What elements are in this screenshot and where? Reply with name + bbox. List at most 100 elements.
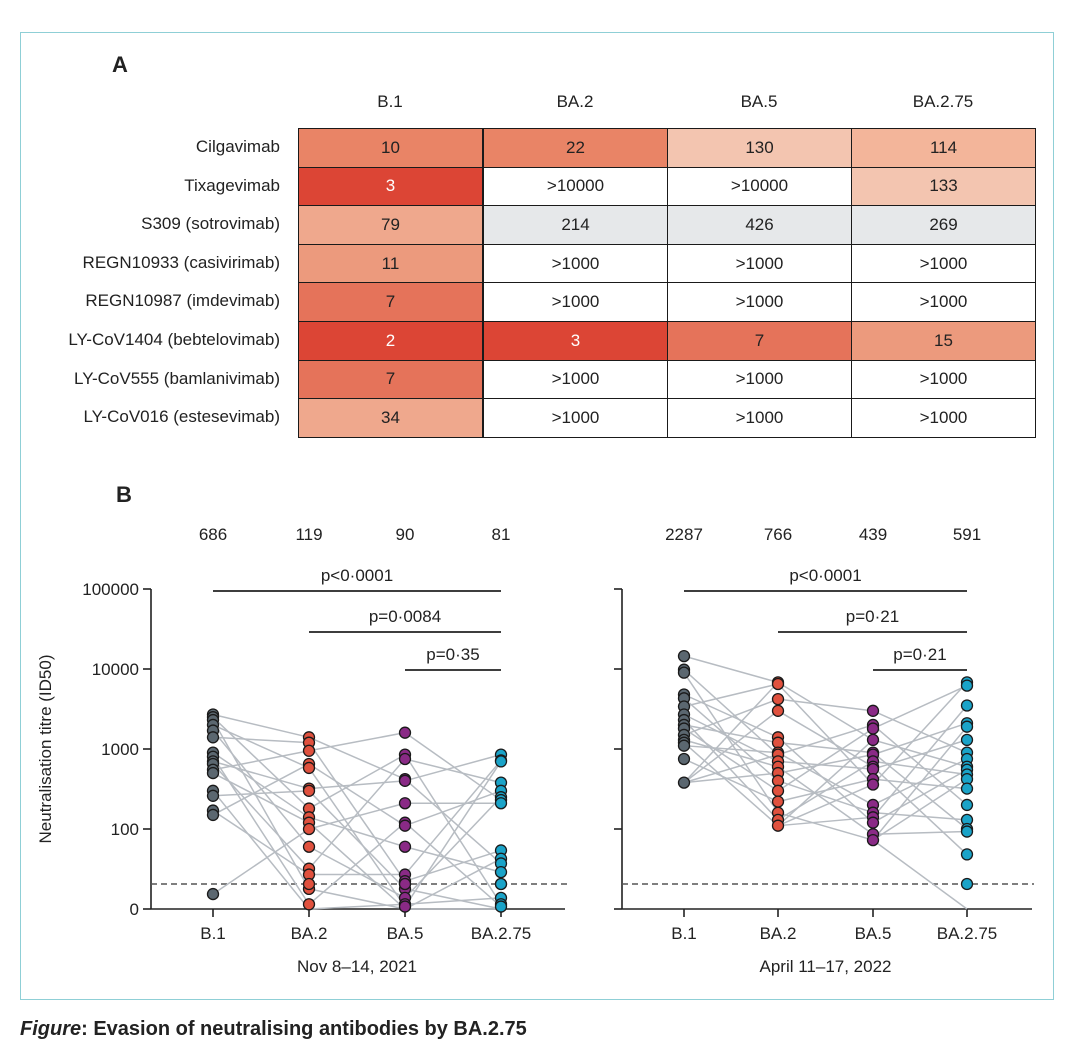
panel-b-label: B <box>116 482 132 507</box>
paired-line <box>872 681 968 786</box>
p-value-label: p=0·21 <box>846 607 899 626</box>
paired-line <box>872 752 968 830</box>
paired-line <box>872 726 968 841</box>
paired-line <box>404 759 502 876</box>
x-tick-label: BA.5 <box>855 924 892 943</box>
median-label: 591 <box>953 525 981 544</box>
paired-line <box>404 858 502 910</box>
paired-line <box>212 713 310 739</box>
chart-subtitle: April 11–17, 2022 <box>759 957 891 976</box>
data-point <box>771 704 785 717</box>
paired-line <box>777 766 874 835</box>
y-tick-label: 0 <box>130 900 139 919</box>
paired-line <box>683 713 779 763</box>
paired-line <box>308 758 406 870</box>
table-cell: >1000 <box>851 398 1036 438</box>
paired-line <box>872 684 968 730</box>
p-value-label: p=0·21 <box>893 645 946 664</box>
figure-frame <box>20 32 1054 1000</box>
table-cell: 269 <box>851 205 1036 245</box>
data-point <box>398 726 412 739</box>
panel-a-label: A <box>112 52 128 77</box>
x-tick-label: BA.2.75 <box>471 924 532 943</box>
table-cell: 3 <box>483 321 668 361</box>
paired-line <box>777 816 874 827</box>
x-tick-label: BA.2.75 <box>937 924 998 943</box>
paired-line <box>872 710 968 754</box>
paired-line <box>683 727 779 792</box>
caption-prefix: Figure <box>20 1018 82 1040</box>
table-cell: 22 <box>483 128 668 168</box>
paired-line <box>308 736 406 780</box>
data-point <box>771 819 785 832</box>
paired-line <box>308 822 406 905</box>
paired-line <box>212 736 310 744</box>
data-point <box>866 733 880 747</box>
paired-line <box>212 750 310 771</box>
paired-line <box>777 736 874 824</box>
paired-line <box>872 739 968 768</box>
table-cell: 7 <box>298 282 483 322</box>
table-cell: >1000 <box>483 359 668 400</box>
paired-line <box>404 778 502 865</box>
table-cell: >10000 <box>483 166 668 207</box>
data-point <box>302 840 316 853</box>
table-cell: 79 <box>298 205 483 245</box>
row-label: LY-CoV1404 (bebtelovimab) <box>68 330 280 349</box>
paired-line <box>212 790 310 910</box>
data-point <box>398 774 412 787</box>
data-point <box>398 797 412 810</box>
paired-line <box>404 758 502 784</box>
data-point <box>866 816 880 829</box>
paired-line <box>683 683 779 708</box>
paired-line <box>683 672 779 814</box>
data-point <box>960 848 974 861</box>
median-label: 90 <box>396 525 415 544</box>
row-label: LY-CoV555 (bamlanivimab) <box>74 368 280 388</box>
column-header: BA.2 <box>556 92 594 111</box>
x-tick-label: B.1 <box>200 924 226 943</box>
table-cell: 10 <box>298 128 483 168</box>
table-cell: >10000 <box>667 166 852 207</box>
row-label: S309 (sotrovimab) <box>141 214 280 234</box>
paired-line <box>872 778 968 841</box>
paired-line <box>683 693 779 738</box>
paired-line <box>404 822 502 908</box>
paired-line <box>872 724 968 806</box>
data-point <box>398 840 412 853</box>
table-cell: >1000 <box>483 243 668 284</box>
paired-line <box>683 739 779 768</box>
data-point <box>677 752 691 766</box>
p-value-label: p<0·0001 <box>789 566 861 585</box>
paired-line <box>404 732 502 801</box>
y-tick-label: 100000 <box>82 580 139 599</box>
data-point <box>960 733 974 747</box>
p-value-label: p=0·0084 <box>369 607 441 626</box>
data-point <box>302 761 316 775</box>
paired-line <box>683 772 779 784</box>
paired-line <box>683 744 779 754</box>
y-tick-label: 1000 <box>101 740 139 759</box>
paired-line <box>212 719 310 890</box>
row-label: Cilgavimab <box>195 137 280 156</box>
paired-line <box>308 767 406 908</box>
paired-line <box>777 783 874 827</box>
paired-line <box>777 727 874 792</box>
data-point <box>960 720 974 733</box>
paired-line <box>683 758 779 803</box>
paired-line <box>872 769 968 824</box>
paired-line <box>683 655 779 684</box>
paired-line <box>404 754 502 905</box>
data-point <box>494 877 508 891</box>
median-label: 439 <box>859 525 887 544</box>
row-label: Tixagevimab <box>184 175 280 195</box>
paired-line <box>404 753 502 782</box>
paired-line <box>212 772 310 824</box>
column-header: BA.2.75 <box>912 92 974 111</box>
paired-line <box>683 742 779 827</box>
row-label: LY-CoV016 (estesevimab) <box>83 407 280 427</box>
data-point <box>677 666 691 679</box>
paired-line <box>683 753 779 784</box>
paired-line <box>212 809 310 876</box>
paired-line <box>777 760 874 821</box>
